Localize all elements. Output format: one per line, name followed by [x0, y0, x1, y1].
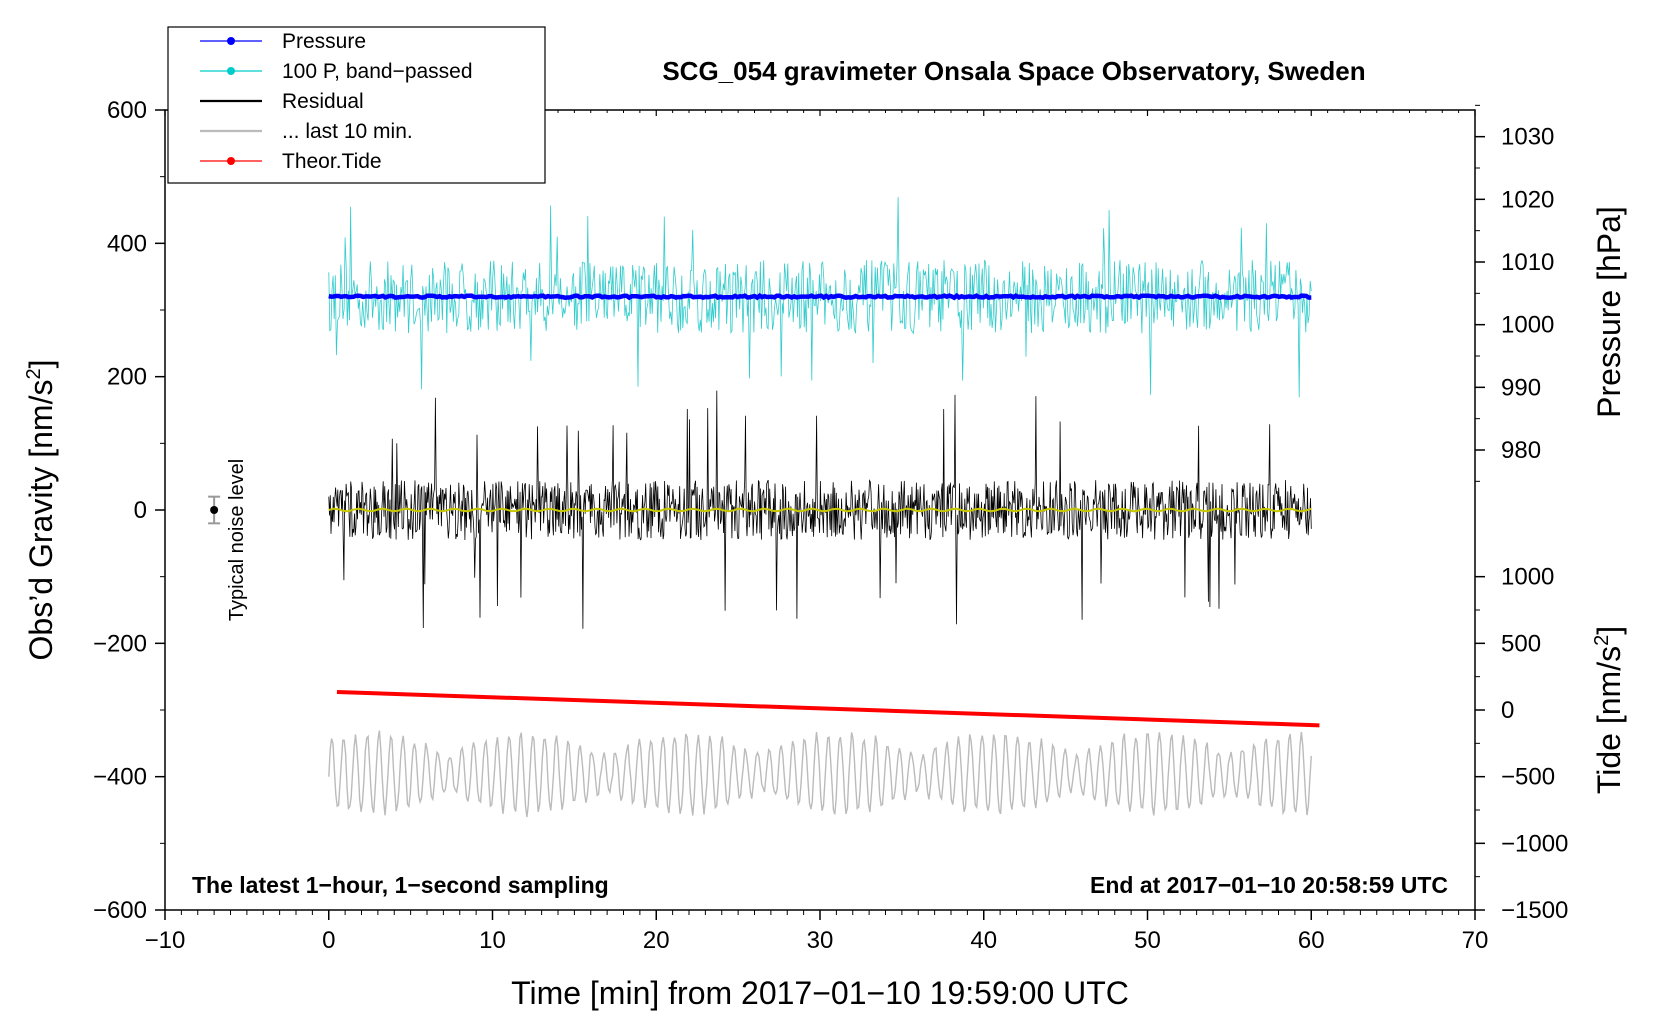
series-theor-tide	[336, 690, 1320, 728]
x-axis-title: Time [min] from 2017−01−10 19:59:00 UTC	[511, 975, 1129, 1011]
tide-tick-label: 1000	[1501, 564, 1554, 591]
legend-swatch-marker	[227, 157, 235, 165]
legend-label: ... last 10 min.	[282, 120, 413, 143]
y-tick-label: −200	[93, 630, 147, 657]
legend-label: Theor.Tide	[282, 150, 382, 173]
tide-tick-label: 500	[1501, 630, 1541, 657]
y-axis-title-end: ]	[23, 360, 59, 369]
pressure-tick-label: 1020	[1501, 186, 1554, 213]
x-tick-label: 30	[807, 927, 834, 954]
pressure-axis-title: Pressure [hPa]	[1591, 206, 1627, 418]
series-band-passed	[328, 197, 1312, 398]
legend-label: Residual	[282, 90, 364, 113]
legend-label: 100 P, band−passed	[282, 60, 473, 83]
tide-axis-title-end: ]	[1591, 626, 1627, 635]
y-axis-title-sup: 2	[23, 368, 45, 379]
legend-swatch-marker	[227, 67, 235, 75]
y-tick-label: −600	[93, 897, 147, 924]
annotation-left: The latest 1−hour, 1−second sampling	[192, 872, 609, 898]
legend-swatch-marker	[227, 37, 235, 45]
tide-tick-label: 0	[1501, 697, 1514, 724]
tide-axis-title-main: Tide [nm/s	[1591, 646, 1627, 794]
y-axis-title: Obs’d Gravity [nm/s2]	[23, 360, 59, 661]
noise-indicator: Typical noise level	[208, 459, 248, 621]
tide-axis-title-sup: 2	[1591, 635, 1613, 646]
x-tick-label: 0	[322, 927, 335, 954]
noise-label: Typical noise level	[226, 459, 248, 621]
series-residual-smoothed	[328, 507, 1312, 513]
y-tick-label: 600	[107, 97, 147, 124]
x-tick-label: 10	[479, 927, 506, 954]
x-tick-label: −10	[145, 927, 186, 954]
series-last-10-min	[328, 730, 1312, 818]
pressure-tick-label: 1010	[1501, 249, 1554, 276]
x-tick-label: 20	[643, 927, 670, 954]
ticks-layer: −10 0 10 20 30 40 50 60 706004002000−200−400−600…	[93, 97, 1568, 954]
x-tick-label: 60	[1298, 927, 1325, 954]
series-layer	[328, 197, 1320, 818]
y-tick-label: −400	[93, 764, 147, 791]
x-tick-label: 50	[1134, 927, 1161, 954]
legend-box	[167, 26, 546, 184]
y-axis-title-main: Obs’d Gravity [nm/s	[23, 380, 59, 661]
chart-title: SCG_054 gravimeter Onsala Space Observat…	[662, 56, 1365, 86]
pressure-tick-label: 1000	[1501, 312, 1554, 339]
tide-tick-label: −500	[1501, 764, 1555, 791]
series-pressure	[328, 292, 1312, 301]
x-tick-label: 70	[1462, 927, 1489, 954]
tide-axis-title: Tide [nm/s2]	[1591, 626, 1627, 794]
legend-items: Pressure 100 P, band−passed Residual ... la…	[200, 30, 473, 173]
y-tick-label: 0	[134, 497, 147, 524]
annotation-right: End at 2017−01−10 20:58:59 UTC	[1090, 872, 1448, 898]
legend-label: Pressure	[282, 30, 366, 53]
pressure-tick-label: 1030	[1501, 124, 1554, 151]
pressure-tick-label: 980	[1501, 437, 1541, 464]
noise-point	[210, 506, 219, 514]
pressure-tick-label: 990	[1501, 374, 1541, 401]
plot-area	[164, 109, 1476, 911]
y-tick-label: 400	[107, 230, 147, 257]
tide-tick-label: −1000	[1501, 830, 1568, 857]
y-tick-label: 200	[107, 364, 147, 391]
legend: Pressure 100 P, band−passed Residual ... la…	[167, 26, 546, 184]
series-residual	[328, 390, 1312, 629]
tide-tick-label: −1500	[1501, 897, 1568, 924]
x-tick-label: 40	[970, 927, 997, 954]
